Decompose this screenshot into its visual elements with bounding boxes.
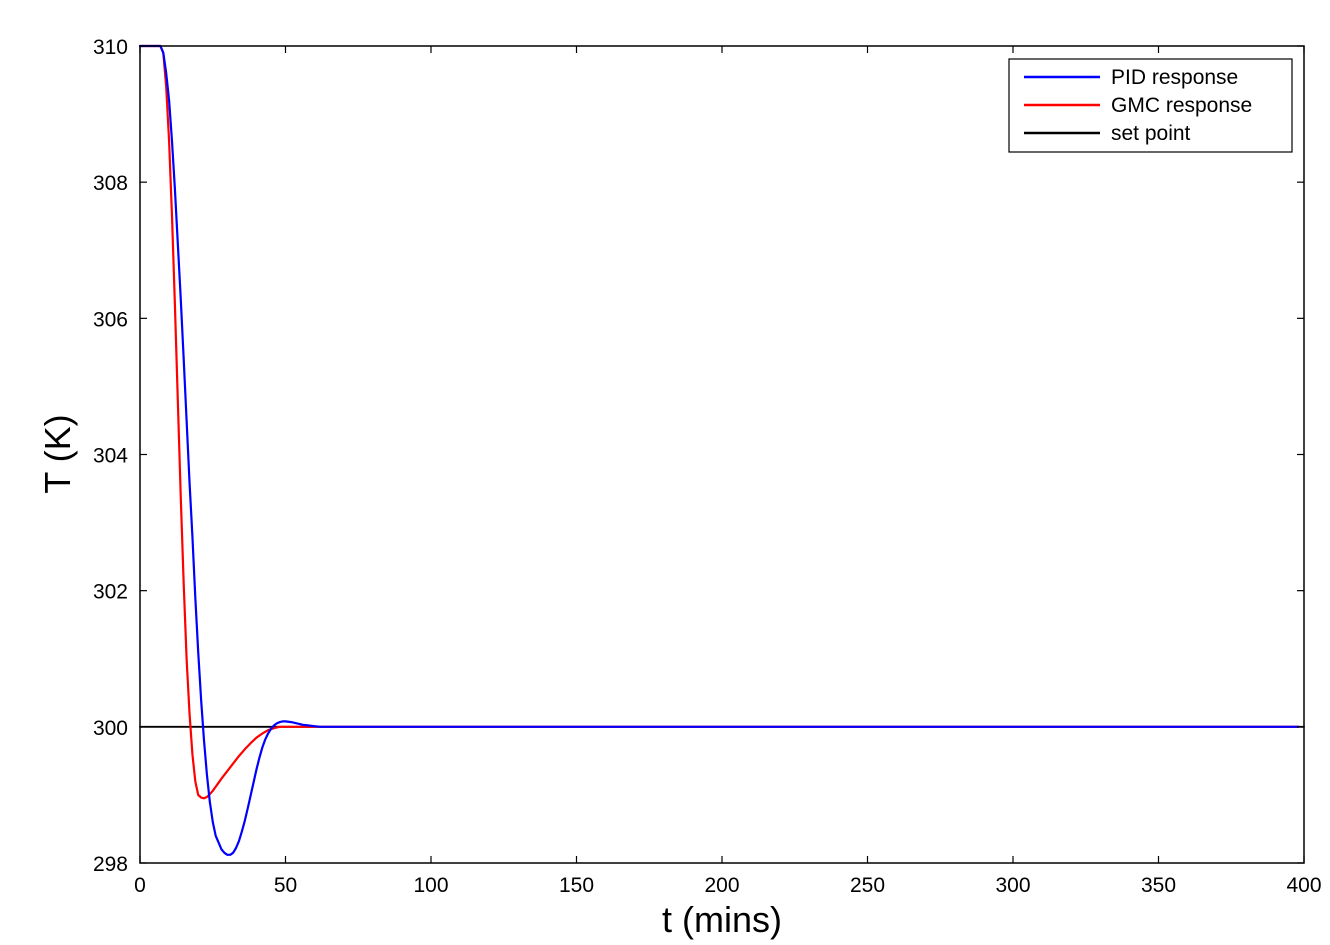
ticks-layer: 0 50 100 150 200 250 300 350 400 298 300 302 304 306 3… <box>93 36 1322 897</box>
x-tick-label: 0 <box>134 874 146 897</box>
x-tick-label: 150 <box>559 874 594 897</box>
x-tick-label: 200 <box>704 874 739 897</box>
legend: PID response GMC response set point <box>1008 58 1293 153</box>
x-tick-label: 250 <box>850 874 885 897</box>
y-tick-label: 300 <box>93 717 128 740</box>
legend-label-setpoint: set point <box>1111 122 1191 145</box>
y-tick-label: 302 <box>93 581 128 604</box>
y-tick-label: 306 <box>93 308 128 331</box>
series-line-pid-response <box>138 44 1300 856</box>
legend-label-pid: PID response <box>1111 66 1238 89</box>
x-tick-label: 50 <box>274 874 297 897</box>
x-tick-label: 100 <box>413 874 448 897</box>
series-layer <box>138 44 1305 856</box>
y-axis-title: T (K) <box>37 414 78 493</box>
x-tick-label: 400 <box>1286 874 1321 897</box>
series-line-gmc-response <box>138 44 1300 800</box>
legend-label-gmc: GMC response <box>1111 94 1252 117</box>
y-tick-label: 298 <box>93 853 128 876</box>
y-tick-label: 308 <box>93 172 128 195</box>
y-tick-label: 304 <box>93 445 128 468</box>
x-axis-title: t (mins) <box>662 899 782 940</box>
y-tick-label: 310 <box>93 36 128 59</box>
x-tick-label: 300 <box>995 874 1030 897</box>
x-tick-label: 350 <box>1141 874 1176 897</box>
